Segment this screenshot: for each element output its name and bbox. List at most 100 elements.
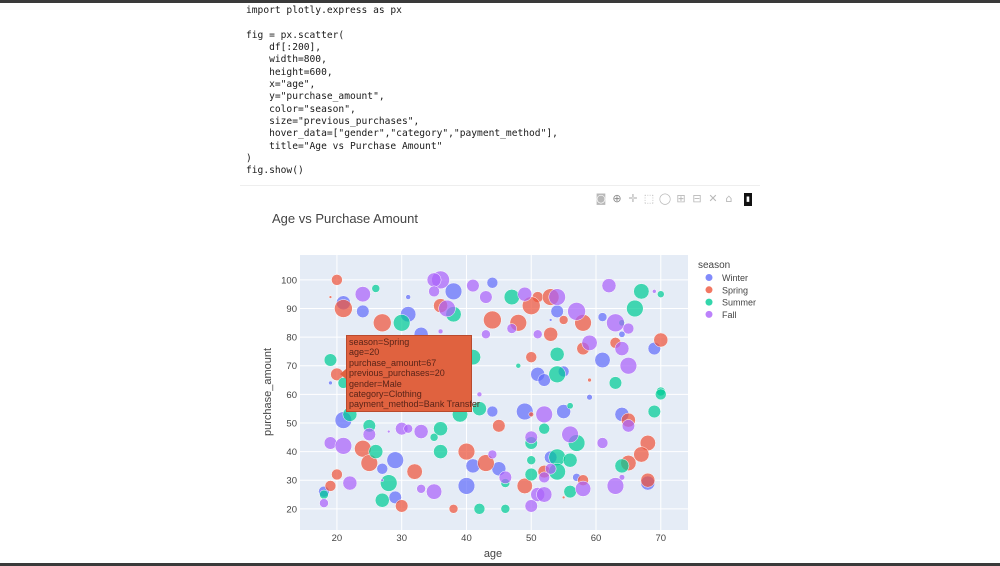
data-point[interactable] bbox=[561, 425, 579, 444]
legend-item-summer[interactable]: Summer bbox=[705, 298, 757, 308]
zoom-in-icon[interactable]: ⊞ bbox=[676, 192, 686, 205]
data-point[interactable] bbox=[536, 486, 553, 503]
zoom-out-icon[interactable]: ⊟ bbox=[692, 192, 702, 205]
data-point[interactable] bbox=[486, 405, 499, 418]
data-point[interactable] bbox=[538, 471, 550, 484]
data-point[interactable] bbox=[516, 477, 533, 494]
data-point[interactable] bbox=[601, 278, 617, 293]
data-point[interactable] bbox=[457, 477, 476, 495]
data-point[interactable] bbox=[549, 346, 565, 362]
pan-icon[interactable]: ✛ bbox=[628, 192, 638, 205]
box-select-icon[interactable]: ⬚ bbox=[643, 192, 655, 205]
data-point[interactable] bbox=[500, 504, 511, 514]
data-point[interactable] bbox=[324, 480, 337, 492]
data-point[interactable] bbox=[657, 290, 665, 298]
data-point[interactable] bbox=[356, 304, 370, 318]
legend-item-spring[interactable]: Spring bbox=[705, 285, 749, 295]
data-point[interactable] bbox=[558, 315, 569, 325]
data-point[interactable] bbox=[528, 411, 534, 418]
data-point[interactable] bbox=[537, 373, 551, 387]
data-point[interactable] bbox=[626, 299, 644, 318]
data-point[interactable] bbox=[473, 503, 486, 515]
data-point[interactable] bbox=[472, 401, 487, 416]
lasso-icon[interactable]: ◯ bbox=[658, 192, 672, 205]
data-point[interactable] bbox=[556, 404, 571, 419]
data-point[interactable] bbox=[433, 421, 448, 437]
data-point[interactable] bbox=[597, 312, 608, 322]
data-point[interactable] bbox=[328, 295, 333, 299]
data-point[interactable] bbox=[587, 377, 592, 383]
data-point[interactable] bbox=[506, 323, 517, 334]
data-point[interactable] bbox=[481, 329, 491, 339]
data-point[interactable] bbox=[633, 283, 650, 300]
data-point[interactable] bbox=[437, 328, 444, 335]
data-point[interactable] bbox=[319, 489, 329, 500]
data-point[interactable] bbox=[486, 277, 499, 289]
data-point[interactable] bbox=[618, 474, 626, 481]
data-point[interactable] bbox=[334, 437, 353, 455]
data-point[interactable] bbox=[386, 451, 404, 469]
data-point[interactable] bbox=[328, 380, 333, 386]
data-point[interactable] bbox=[426, 272, 442, 288]
data-point[interactable] bbox=[477, 454, 495, 472]
zoom-icon[interactable]: ⊕ bbox=[612, 192, 622, 205]
data-point[interactable] bbox=[517, 286, 533, 302]
data-point[interactable] bbox=[653, 332, 669, 348]
data-point[interactable] bbox=[376, 463, 388, 475]
data-point[interactable] bbox=[543, 326, 558, 342]
data-point[interactable] bbox=[533, 329, 543, 339]
data-point[interactable] bbox=[503, 289, 520, 306]
data-point[interactable] bbox=[342, 475, 358, 491]
data-point[interactable] bbox=[622, 322, 635, 335]
data-point[interactable] bbox=[428, 285, 440, 298]
data-point[interactable] bbox=[429, 433, 439, 442]
data-point[interactable] bbox=[331, 274, 343, 286]
data-point[interactable] bbox=[606, 313, 625, 333]
data-point[interactable] bbox=[652, 289, 657, 294]
data-point[interactable] bbox=[575, 480, 592, 497]
data-point[interactable] bbox=[393, 314, 411, 332]
data-point[interactable] bbox=[566, 402, 574, 410]
data-point[interactable] bbox=[476, 391, 483, 398]
data-point[interactable] bbox=[535, 405, 553, 424]
data-point[interactable] bbox=[331, 468, 343, 481]
data-point[interactable] bbox=[334, 299, 353, 318]
data-point[interactable] bbox=[515, 363, 521, 369]
data-point[interactable] bbox=[374, 492, 390, 508]
data-point[interactable] bbox=[549, 318, 553, 322]
data-point[interactable] bbox=[544, 463, 557, 475]
data-point[interactable] bbox=[633, 446, 650, 463]
data-point[interactable] bbox=[548, 288, 566, 306]
data-point[interactable] bbox=[426, 483, 443, 500]
data-point[interactable] bbox=[548, 365, 566, 383]
data-point[interactable] bbox=[621, 419, 635, 433]
data-point[interactable] bbox=[362, 427, 376, 441]
data-point[interactable] bbox=[479, 290, 493, 304]
data-point[interactable] bbox=[526, 455, 536, 465]
autoscale-icon[interactable]: ✕ bbox=[708, 192, 718, 205]
data-point[interactable] bbox=[655, 388, 667, 401]
data-point[interactable] bbox=[524, 467, 538, 482]
data-point[interactable] bbox=[524, 499, 538, 513]
plotly-logo-icon[interactable]: ▮ bbox=[744, 192, 752, 206]
data-point[interactable] bbox=[395, 499, 409, 513]
data-point[interactable] bbox=[586, 394, 593, 401]
data-point[interactable] bbox=[403, 423, 413, 434]
data-point[interactable] bbox=[323, 436, 338, 450]
data-point[interactable] bbox=[380, 474, 398, 492]
data-point[interactable] bbox=[618, 330, 626, 338]
data-point[interactable] bbox=[319, 498, 329, 508]
data-point[interactable] bbox=[371, 284, 381, 293]
data-point[interactable] bbox=[416, 484, 426, 494]
code-cell[interactable]: import plotly.express as px fig = px.scat… bbox=[246, 5, 558, 178]
data-point[interactable] bbox=[492, 419, 506, 433]
data-point[interactable] bbox=[606, 477, 625, 495]
data-point[interactable] bbox=[368, 444, 384, 459]
data-point[interactable] bbox=[619, 357, 638, 375]
home-icon[interactable]: ⌂ bbox=[725, 192, 733, 205]
data-point[interactable] bbox=[561, 495, 566, 500]
data-point[interactable] bbox=[525, 351, 537, 363]
data-point[interactable] bbox=[373, 313, 392, 333]
data-point[interactable] bbox=[614, 458, 630, 474]
